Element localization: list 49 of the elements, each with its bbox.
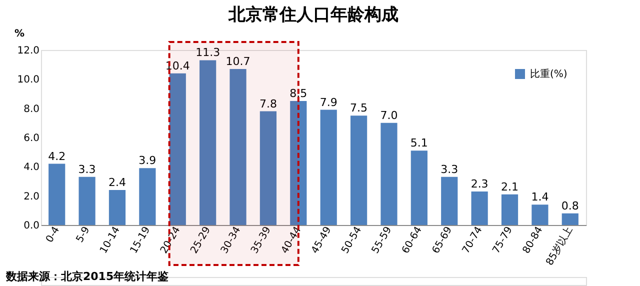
text: 7.0 [380,108,398,122]
bar [380,122,398,225]
bar [290,101,307,225]
bar [139,168,156,225]
bar [320,110,337,225]
text: 2.1 [501,180,519,194]
chart-title: 北京常住人口年龄构成 [228,5,398,25]
y-tick-label: 8.0 [24,104,40,115]
y-tick-label: 0.0 [24,220,40,232]
x-tick-label: 5-9 [74,225,92,245]
text: 10.7 [226,54,250,68]
bar [501,194,518,225]
bar [260,111,277,225]
y-tick-label: 10.0 [17,74,40,86]
text: 0.8 [561,199,579,212]
text: 8.5 [290,87,308,100]
bar [78,176,96,225]
bar [532,204,548,225]
text: 1.4 [531,190,549,204]
text: 3.9 [138,154,156,168]
y-tick-label: 4.0 [24,162,40,174]
y-tick-label: 12.0 [17,46,40,56]
y-axis-title: % [14,28,25,40]
text: 5.1 [410,136,428,150]
text: 3.3 [78,162,96,176]
text: 4.2 [48,150,66,163]
bar [108,190,126,225]
y-tick-label: 6.0 [24,133,40,144]
text: 7.8 [259,97,277,110]
bar [562,213,578,225]
text: 3.3 [440,162,458,176]
bar [410,150,428,225]
legend-label: 比重(%) [530,68,568,80]
text: 2.3 [470,177,488,190]
bar [230,68,246,225]
text: 7.5 [350,102,368,115]
text: 2.4 [108,176,126,189]
bar [441,176,458,225]
bar [350,116,368,225]
text: 7.9 [320,96,338,109]
bar [48,164,66,225]
x-tick-label: 0-4 [44,225,62,245]
y-tick-label: 2.0 [24,191,40,202]
bar [169,73,186,225]
bar [200,60,216,225]
x-tick-label: 85岁以上 [544,224,576,268]
source-note: 数据来源：北京2015年统计年鉴 [5,270,169,283]
text: 11.3 [196,46,220,60]
bar [471,191,488,225]
